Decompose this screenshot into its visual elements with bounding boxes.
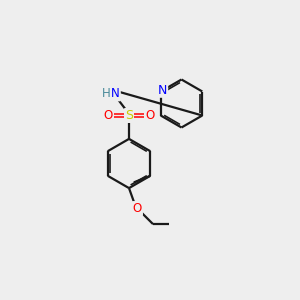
Text: S: S (125, 109, 133, 122)
Text: H: H (101, 87, 110, 101)
Text: N: N (111, 87, 120, 101)
Text: O: O (103, 109, 112, 122)
Text: O: O (133, 202, 142, 215)
Text: O: O (146, 109, 154, 122)
Text: N: N (158, 84, 167, 97)
